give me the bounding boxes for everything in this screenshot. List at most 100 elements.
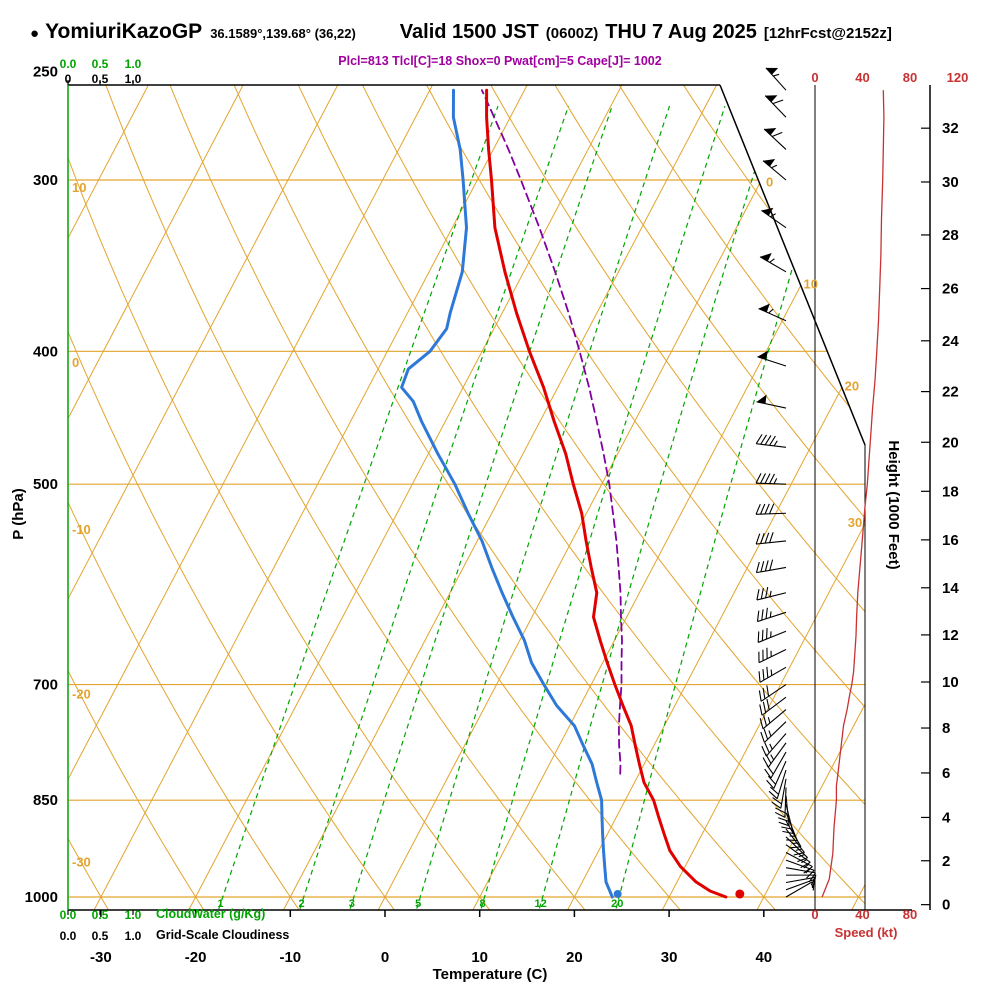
wind-barb [761, 207, 787, 229]
speed-tick-label-top: 120 [947, 70, 969, 85]
dry-adiabat-line [617, 85, 865, 910]
isotherm-label: 30 [848, 515, 862, 530]
wind-barb [766, 760, 787, 789]
wind-barb [785, 851, 813, 874]
wind-barb [757, 628, 787, 643]
cloudiness-scale-top: 0 [65, 72, 72, 86]
speed-axis-title: Speed (kt) [834, 925, 898, 940]
cloudiness-scale-bottom: 0.0 [60, 929, 77, 943]
pressure-tick-label: 400 [33, 343, 58, 360]
mixing-ratio-line [341, 105, 613, 910]
height-axis-title: Height (1000 Feet) [885, 440, 902, 570]
temp-tick-label: 10 [471, 949, 488, 966]
wind-barb [755, 503, 787, 515]
wind-barb [763, 127, 787, 150]
temperature-axis-title: Temperature (C) [432, 966, 548, 983]
skewt-grid [68, 85, 865, 910]
dry-adiabat-label: -20 [72, 687, 91, 702]
wind-barb [774, 787, 787, 818]
wind-barb [762, 159, 787, 181]
isotherm-line [68, 85, 339, 910]
dry-adiabat-line [68, 85, 317, 910]
mixing-ratio-label: 3 [349, 898, 355, 910]
cloudiness-axis-title: Grid-Scale Cloudiness [156, 928, 290, 942]
mixing-ratio-line [291, 105, 570, 910]
dry-adiabat-line [361, 85, 865, 910]
height-tick-label: 8 [942, 720, 950, 737]
wind-barb [756, 586, 787, 601]
wind-barb [757, 350, 787, 367]
dry-adiabat-line [425, 85, 865, 910]
isotherm-line [283, 85, 718, 910]
height-tick-label: 2 [942, 853, 950, 870]
wind-barb [758, 647, 787, 664]
pressure-tick-label: 250 [33, 63, 58, 80]
speed-tick-label-bottom: 40 [855, 907, 869, 922]
station-name: YomiuriKazoGP [45, 20, 203, 43]
wind-barb [778, 795, 790, 827]
wind-barb [756, 607, 787, 623]
wind-barb [759, 709, 787, 730]
height-tick-label: 22 [942, 384, 959, 401]
valid-date: THU 7 Aug 2025 [605, 21, 757, 43]
mixing-ratio-label: 5 [415, 898, 421, 910]
height-tick-label: 14 [942, 580, 959, 597]
wind-barb [762, 742, 787, 768]
dry-adiabat-label: 0 [72, 355, 79, 370]
mixing-ratio-line [473, 105, 726, 910]
dry-adiabat-line [297, 85, 865, 910]
height-tick-label: 28 [942, 227, 959, 244]
speed-tick-label-top: 0 [811, 70, 818, 85]
temp-tick-label: -20 [185, 949, 207, 966]
mixing-ratio-label: 8 [479, 898, 485, 910]
height-tick-label: 24 [942, 333, 959, 350]
wind-barb [756, 394, 787, 409]
wind-barb [785, 820, 802, 849]
dry-adiabat-line [553, 85, 865, 910]
wind-barb [759, 696, 787, 716]
isotherm-line [567, 85, 865, 910]
temperature-curve [485, 88, 728, 899]
pressure-tick-label: 700 [33, 677, 58, 694]
height-tick-label: 0 [942, 897, 950, 914]
dry-adiabat-line [168, 85, 702, 910]
mixing-ratio-label: 20 [611, 898, 623, 910]
isotherm-line [68, 85, 244, 910]
dry-adiabat-line [681, 85, 865, 910]
cloudwater-axis-title: CloudWater (g/Kg) [156, 907, 266, 921]
wind-barb [785, 881, 814, 898]
mixing-ratio-label: 2 [298, 898, 304, 910]
height-tick-label: 12 [942, 627, 959, 644]
wind-barb [755, 532, 787, 545]
cloudiness-scale-bottom: 0.5 [92, 929, 109, 943]
mixing-ratio-line [408, 105, 671, 910]
height-tick-label: 32 [942, 120, 959, 137]
temperature-surface-dot [735, 889, 745, 899]
isotherm-line [68, 85, 433, 910]
cloudwater-scale-top: 1.0 [125, 57, 142, 71]
pressure-tick-label: 500 [33, 476, 58, 493]
mixing-ratio-line [531, 105, 776, 910]
isotherm-label: 0 [766, 174, 773, 189]
wind-barb [785, 867, 816, 883]
cloudwater-scale-top: 0.0 [60, 57, 77, 71]
mixing-ratio-label: 12 [535, 898, 547, 910]
isotherm-line [377, 85, 812, 910]
cloudiness-scale-top: 0.5 [92, 72, 109, 86]
temp-tick-label: -30 [90, 949, 112, 966]
temp-tick-label: 40 [755, 949, 772, 966]
speed-tick-label-bottom: 80 [903, 907, 917, 922]
dry-adiabat-line [232, 85, 799, 910]
height-tick-label: 16 [942, 532, 959, 549]
speed-tick-label-bottom: 0 [811, 907, 818, 922]
dry-adiabat-line [68, 85, 510, 910]
cloudwater-scale-top: 0.5 [92, 57, 109, 71]
isotherm-line [472, 85, 865, 910]
forecast-tag: [12hrFcst@2152z] [763, 25, 892, 42]
dry-adiabat-label: -30 [72, 855, 91, 870]
pressure-tick-label: 300 [33, 172, 58, 189]
isotherm-line [661, 85, 865, 910]
temp-tick-label: -10 [279, 949, 301, 966]
dry-adiabat-line [68, 85, 220, 910]
